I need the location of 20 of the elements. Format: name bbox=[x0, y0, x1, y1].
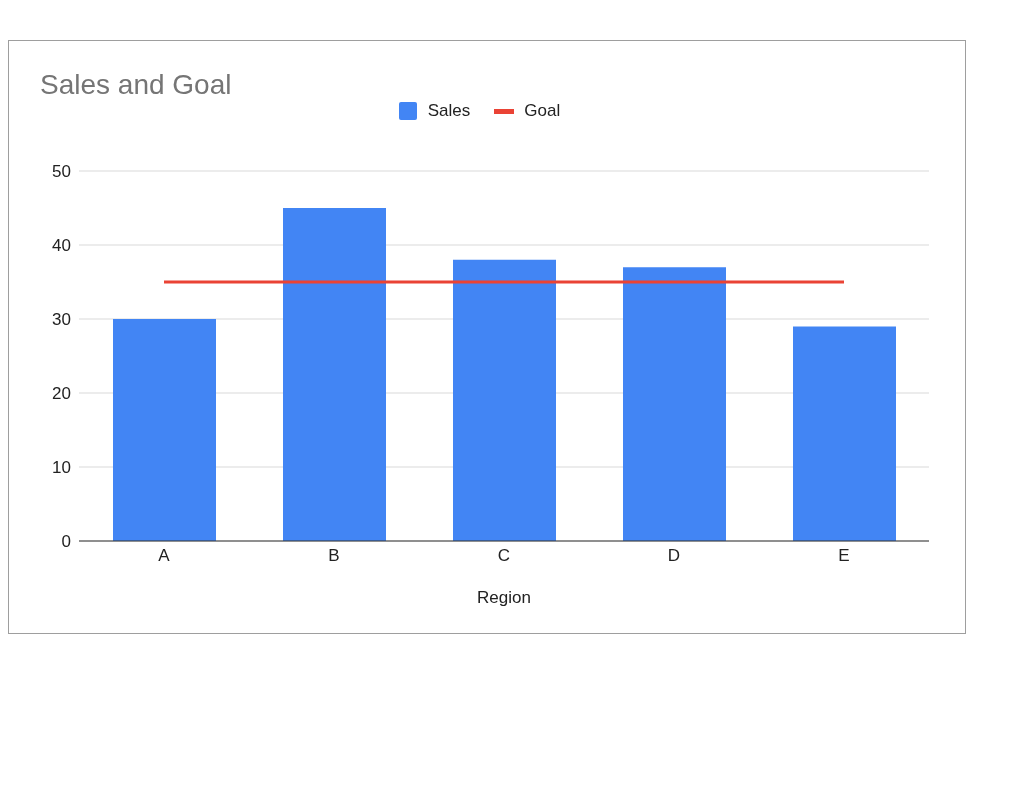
y-tick-label: 30 bbox=[52, 310, 71, 330]
bar bbox=[793, 326, 896, 541]
x-axis-title: Region bbox=[477, 588, 531, 607]
x-tick-label: A bbox=[158, 546, 171, 566]
y-tick-label: 10 bbox=[52, 458, 71, 478]
x-tick-label: D bbox=[667, 546, 681, 566]
y-tick-label: 20 bbox=[52, 384, 71, 404]
x-tick-label: B bbox=[328, 546, 340, 566]
y-tick-label: 50 bbox=[52, 162, 71, 182]
x-tick-label: E bbox=[838, 546, 850, 566]
bar bbox=[453, 259, 556, 541]
chart-title: Sales and Goal bbox=[40, 69, 232, 101]
legend-label: Sales bbox=[426, 101, 471, 121]
y-tick-label: 40 bbox=[52, 236, 71, 256]
bar bbox=[283, 208, 386, 541]
legend-label: Goal bbox=[523, 101, 561, 121]
x-tick-label: C bbox=[497, 546, 511, 566]
y-tick-label: 0 bbox=[61, 532, 71, 552]
bar bbox=[113, 319, 216, 541]
bar bbox=[623, 267, 726, 541]
